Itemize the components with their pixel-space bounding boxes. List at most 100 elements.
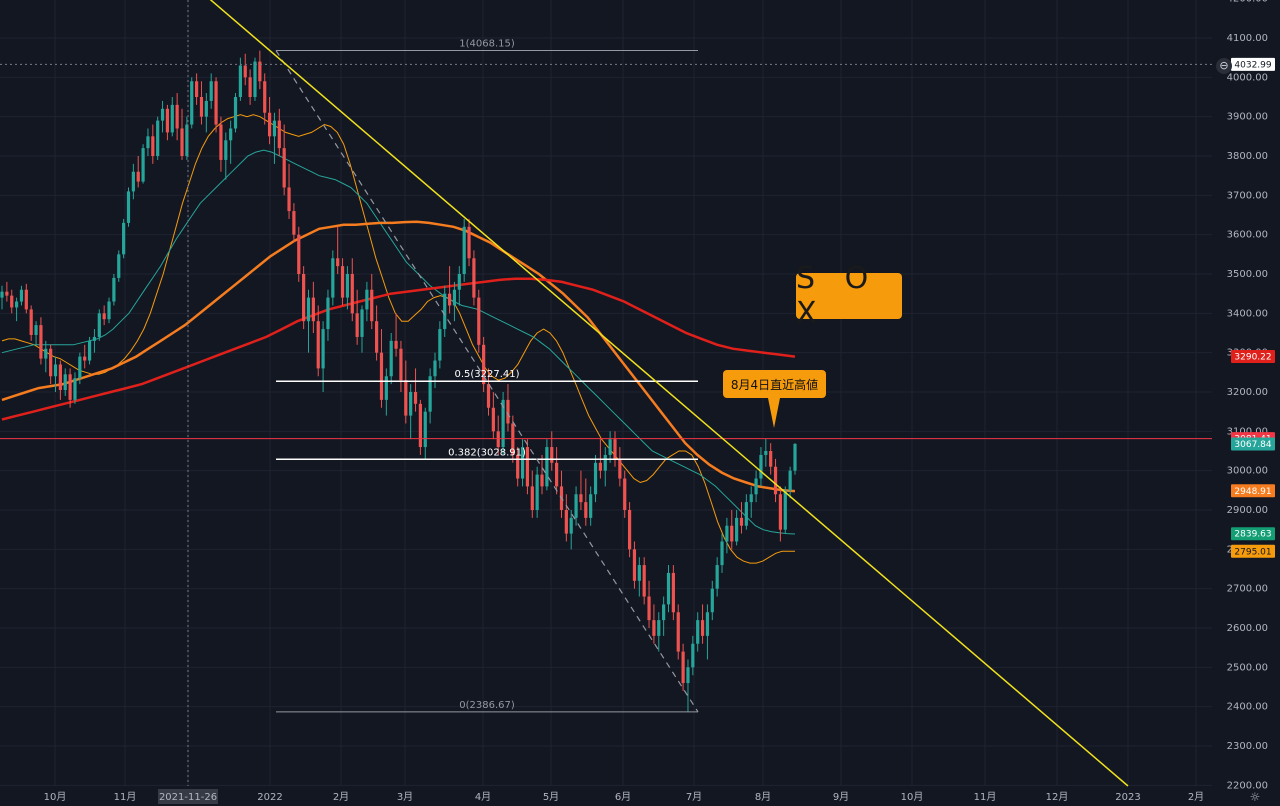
candle-body [788,470,792,491]
candle-body [506,399,510,424]
candle-body [647,596,651,621]
candle-body [491,407,495,432]
y-tick-label: 2900.00 [1227,505,1268,516]
recent-high-callout: 8月4日直近高値 [723,370,826,398]
candle-body [686,667,690,684]
candle-body [19,289,24,302]
candle-body [92,336,97,341]
y-tick-label: 2500.00 [1227,662,1268,673]
candle-body [555,462,559,487]
candle-body [418,403,422,448]
candle-body [472,258,476,298]
candle-body [340,266,345,298]
candle-body [666,572,671,605]
candle-body [681,651,685,684]
candle-body [613,439,617,459]
candle-body [326,297,330,330]
candle-body [375,321,379,353]
price-tag [1231,437,1275,451]
candle-body [44,348,48,359]
candle-body [710,588,714,613]
candle-body [769,451,773,467]
candle-body [58,364,62,391]
moving-average-line [1,220,796,493]
candle-body [477,297,481,345]
crosshair-date-tag [158,789,218,804]
candle-body [122,222,126,255]
candle-body [63,374,67,391]
x-tick-label: 2月 [1188,791,1204,803]
trendline [209,0,1129,787]
candle-body [413,392,418,404]
candle-body [224,140,228,160]
candle-body [117,254,121,278]
candle-body [87,340,92,361]
candle-body [355,313,359,337]
candle-body [627,510,632,550]
price-tag-label: 3067.84 [1234,440,1271,450]
candle-body [598,462,602,471]
candle-body [530,486,534,510]
y-tick-label: 3800.00 [1227,151,1268,162]
candle-body [589,494,593,518]
candle-body [190,81,194,125]
candle-body [10,295,14,308]
y-tick-label: 2700.00 [1227,584,1268,595]
candle-body [540,474,544,487]
candle-body [409,392,413,416]
candle-body [282,148,286,188]
candle-body [102,313,106,320]
candle-body [428,376,432,412]
candle-body [657,620,661,636]
candle-body [379,352,384,400]
candle-body [287,187,291,212]
candle-body [501,399,505,448]
candle-body [579,494,583,503]
price-tag [1231,484,1275,498]
candle-body [131,171,135,192]
candle-body [593,462,598,495]
settings-gear-icon[interactable]: ☼ [1249,790,1261,804]
x-tick-label: 9月 [833,791,849,803]
candle-body [243,65,247,78]
candle-body [516,454,520,479]
candle-body [399,348,403,381]
candle-body [272,120,277,137]
x-tick-label: 6月 [615,791,631,803]
candle-body [311,297,315,322]
candle-body [496,431,500,448]
y-tick-label: 2200.00 [1227,780,1268,791]
candle-body [350,274,354,314]
price-tag-label: 4032.99 [1234,60,1271,70]
candle-body [39,325,43,359]
callout-arrow [768,398,780,428]
price-tag-label: 2948.91 [1234,487,1271,497]
price-axis[interactable]: 2200.00 2300.00 2400.00 2500.00 2600.00 2700.… [1227,0,1268,791]
candle-body [783,490,787,530]
price-tags: 4032.993290.223081.413067.842948.912839.… [1231,57,1275,558]
candle-body [219,124,223,160]
candle-body [360,309,364,337]
candle-body [720,541,724,566]
candle-body [204,100,208,117]
crosshair-icon[interactable]: ⊖ [1216,58,1232,74]
x-tick-label: 2021-11-26 [159,792,217,803]
candle-body [433,360,437,377]
price-tag-label: 3290.22 [1234,353,1271,363]
candle-body [302,274,306,322]
candle-body [671,572,675,613]
candle-body [467,226,471,259]
candle-body [793,443,797,471]
candle-body [151,136,155,156]
x-tick-label: 2022 [257,792,282,803]
y-tick-label: 4000.00 [1227,72,1268,83]
candle-body [535,474,539,510]
candle-body [365,289,369,310]
price-tag [1231,350,1275,364]
candle-body [652,620,656,636]
time-axis[interactable]: 10月 11月 2021-11-26 2022 2月 3月 4月 5月 6月 7月 8月 9月 10月 1… [44,789,1205,804]
candle-body [773,466,778,495]
candle-body [404,380,408,416]
candle-body [229,128,233,141]
